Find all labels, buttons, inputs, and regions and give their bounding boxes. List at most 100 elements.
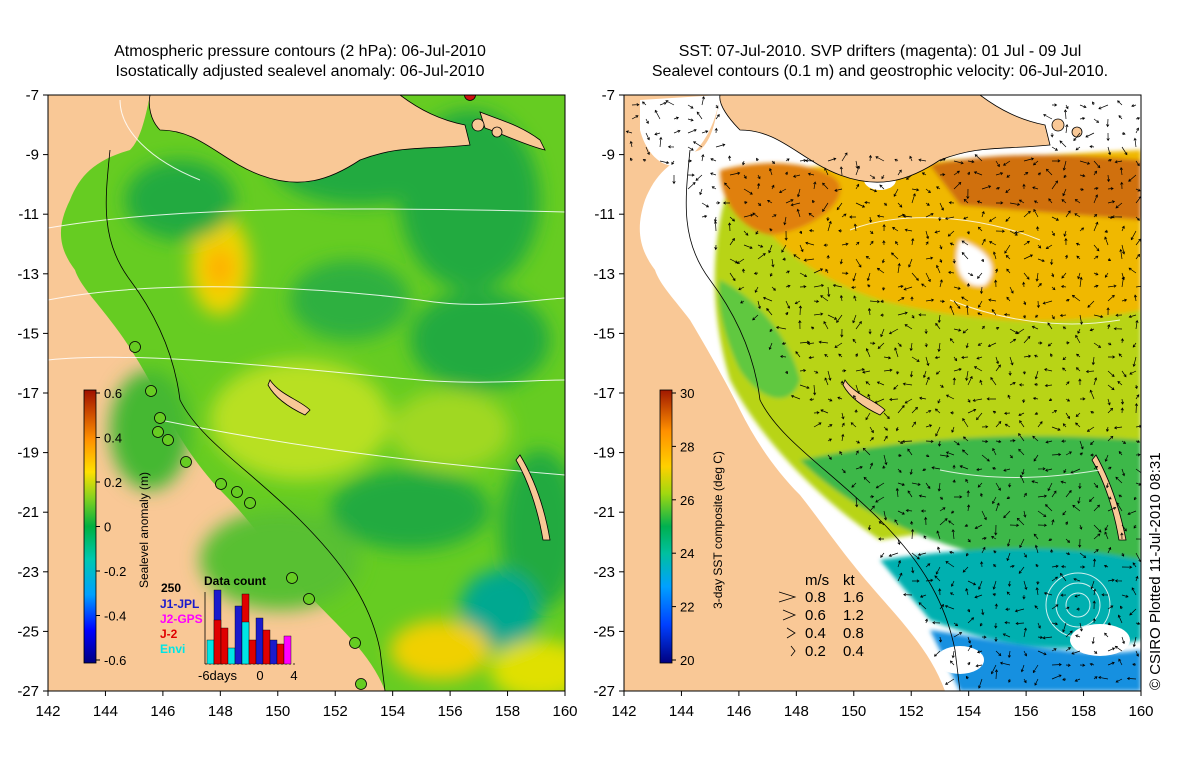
- velocity-arrow: [972, 398, 983, 402]
- velocity-arrow: [693, 141, 703, 148]
- velocity-arrow: [1034, 605, 1039, 610]
- velocity-arrow: [993, 550, 997, 554]
- velocity-arrow: [995, 439, 1002, 444]
- velocity-arrow: [883, 426, 888, 431]
- velocity-arrow: [796, 188, 801, 198]
- velocity-arrow: [1121, 131, 1126, 135]
- velocity-arrow: [1048, 198, 1053, 204]
- velocity-arrow: [935, 566, 941, 575]
- velocity-arrow: [1114, 645, 1123, 652]
- velocity-arrow: [1035, 272, 1039, 282]
- velocity-arrow: [925, 202, 930, 206]
- velocity-arrow: [1089, 328, 1095, 332]
- velocity-arrow: [949, 592, 955, 596]
- velocity-arrow: [967, 272, 974, 277]
- y-tick-label: -11: [594, 206, 615, 223]
- velocity-arrow: [785, 284, 791, 288]
- velocity-arrow: [783, 216, 787, 226]
- velocity-arrow: [948, 270, 955, 275]
- velocity-arrow: [1093, 160, 1101, 169]
- velocity-arrow: [1104, 524, 1109, 531]
- velocity-arrow: [976, 412, 983, 421]
- velocity-arrow: [994, 279, 998, 288]
- velocity-arrow: [743, 188, 753, 195]
- velocity-arrow: [803, 258, 815, 262]
- velocity-arrow: [1036, 580, 1040, 585]
- velocity-arrow: [722, 201, 730, 205]
- velocity-arrow: [818, 340, 829, 344]
- velocity-arrow: [1062, 622, 1067, 633]
- velocity-arrow: [1104, 632, 1109, 638]
- velocity-arrow: [976, 200, 983, 204]
- velocity-arrow: [1032, 435, 1039, 442]
- velocity-arrow: [995, 229, 1005, 233]
- inset-x-tick-label: -6days: [198, 668, 238, 683]
- velocity-arrow: [1128, 174, 1137, 182]
- velocity-arrow: [855, 496, 859, 508]
- velocity-arrow: [841, 412, 845, 420]
- velocity-arrow: [939, 244, 943, 250]
- velocity-arrow: [937, 546, 941, 554]
- velocity-arrow: [1079, 397, 1086, 401]
- velocity-arrow: [949, 338, 955, 344]
- velocity-arrow: [743, 230, 749, 236]
- velocity-arrow: [1075, 242, 1081, 246]
- velocity-arrow: [743, 244, 753, 249]
- velocity-arrow: [1064, 254, 1069, 260]
- velocity-arrow: [696, 111, 703, 120]
- velocity-arrow: [897, 468, 902, 473]
- velocity-arrow: [948, 201, 955, 205]
- velocity-arrow: [699, 188, 703, 196]
- velocity-arrow: [1060, 593, 1067, 597]
- left-map: [48, 95, 565, 691]
- velocity-arrow: [995, 201, 1004, 205]
- velocity-arrow: [925, 578, 934, 582]
- x-tick-label: 152: [899, 703, 924, 720]
- velocity-arrow: [945, 561, 955, 568]
- x-tick-label: 156: [438, 703, 463, 720]
- velocity-arrow: [922, 370, 927, 379]
- velocity-arrow: [822, 202, 829, 212]
- velocity-arrow: [1004, 621, 1011, 625]
- velocity-arrow: [995, 421, 1002, 428]
- velocity-arrow: [962, 449, 969, 456]
- velocity-arrow: [1119, 167, 1123, 176]
- velocity-arrow: [792, 174, 801, 178]
- velocity-arrow: [1037, 523, 1047, 527]
- velocity-arrow: [988, 216, 997, 222]
- velocity-arrow: [1113, 327, 1123, 331]
- x-tick-label: 146: [150, 703, 175, 720]
- velocity-arrow: [981, 546, 986, 554]
- velocity-arrow: [992, 580, 997, 590]
- velocity-arrow: [897, 169, 902, 176]
- velocity-arrow: [1070, 468, 1081, 474]
- velocity-arrow: [1008, 370, 1012, 376]
- velocity-arrow: [1093, 504, 1100, 512]
- velocity-arrow: [911, 314, 915, 319]
- velocity-arrow: [1134, 384, 1138, 390]
- velocity-arrow: [953, 328, 962, 332]
- velocity-arrow: [966, 230, 970, 235]
- velocity-arrow: [785, 300, 791, 309]
- colorbar-tick-label: 26: [680, 493, 694, 508]
- velocity-legend-ms-header: m/s: [805, 572, 829, 589]
- velocity-arrow: [1093, 650, 1098, 654]
- velocity-arrow: [995, 186, 1001, 190]
- velocity-arrow: [974, 524, 983, 529]
- velocity-arrow: [868, 154, 873, 162]
- colorbar-tick-label: -0.6: [104, 653, 126, 668]
- velocity-arrow: [779, 188, 787, 193]
- velocity-arrow: [625, 130, 633, 134]
- velocity-arrow: [1078, 482, 1082, 490]
- velocity-arrow: [784, 230, 788, 241]
- velocity-arrow: [965, 370, 969, 381]
- velocity-arrow: [790, 394, 801, 400]
- velocity-arrow: [976, 356, 983, 360]
- velocity-arrow: [769, 328, 773, 333]
- velocity-arrow: [855, 321, 862, 330]
- velocity-arrow: [1051, 286, 1056, 291]
- velocity-arrow: [1009, 454, 1013, 459]
- velocity-arrow: [935, 426, 941, 437]
- y-tick-label: -9: [602, 147, 615, 164]
- velocity-arrow: [838, 353, 843, 358]
